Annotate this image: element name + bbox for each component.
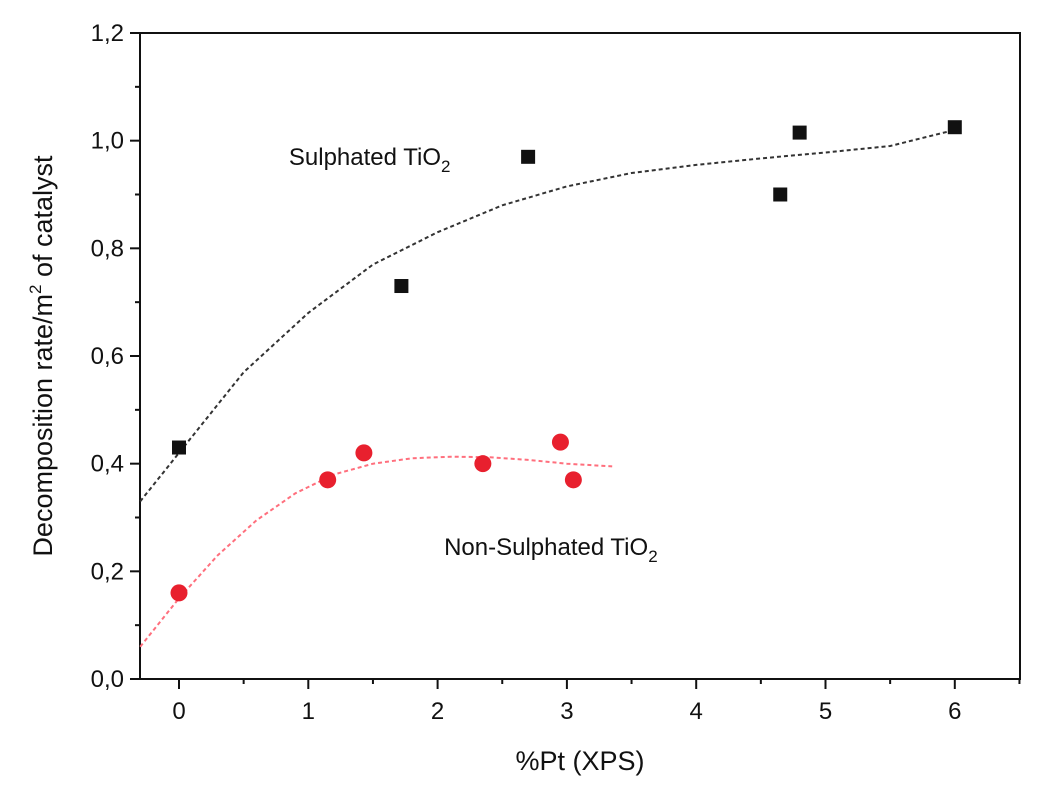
annotation-text: Non-Sulphated TiO bbox=[444, 534, 648, 561]
y-axis-title-main: Decomposition rate/m bbox=[28, 294, 58, 557]
circle-marker bbox=[564, 471, 582, 489]
y-tick-label: 0,6 bbox=[91, 343, 124, 370]
square-marker bbox=[792, 125, 807, 140]
annotation-text: Sulphated TiO bbox=[289, 144, 441, 171]
y-tick-label: 0,8 bbox=[91, 235, 124, 262]
circle-marker bbox=[319, 471, 337, 489]
square-marker bbox=[773, 187, 788, 202]
x-tick-label: 3 bbox=[560, 698, 573, 725]
y-tick-label: 1,0 bbox=[91, 128, 124, 155]
square-marker bbox=[394, 279, 409, 294]
y-axis-title-suffix: of catalyst bbox=[28, 155, 58, 285]
y-tick-label: 0,4 bbox=[91, 451, 124, 478]
y-axis-title: Decomposition rate/m2 of catalyst bbox=[26, 155, 58, 557]
circle-marker bbox=[170, 584, 188, 602]
y-tick-label: 1,2 bbox=[91, 20, 124, 47]
x-tick-label: 5 bbox=[819, 698, 832, 725]
y-axis-title-sup: 2 bbox=[26, 284, 45, 293]
fit-curve-2 bbox=[139, 455, 613, 648]
annotation-subscript: 2 bbox=[441, 157, 450, 176]
x-tick-label: 1 bbox=[302, 698, 315, 725]
x-axis-title: %Pt (XPS) bbox=[515, 746, 644, 776]
square-marker bbox=[172, 440, 186, 455]
fit-curve-1 bbox=[139, 128, 956, 503]
x-tick-label: 0 bbox=[172, 698, 185, 725]
circle-marker bbox=[551, 433, 569, 451]
x-tick-label: 2 bbox=[431, 698, 444, 725]
y-tick-label: 0,0 bbox=[91, 666, 124, 693]
circle-marker bbox=[474, 455, 492, 473]
series-annotation-2: Non-Sulphated TiO2 bbox=[444, 534, 658, 566]
circle-marker bbox=[355, 444, 373, 462]
square-marker bbox=[521, 149, 536, 164]
x-tick-label: 6 bbox=[948, 698, 961, 725]
x-tick-label: 4 bbox=[690, 698, 703, 725]
plot-frame bbox=[139, 32, 1021, 680]
annotation-subscript: 2 bbox=[648, 547, 657, 566]
series-annotation-1: Sulphated TiO2 bbox=[289, 144, 451, 176]
square-marker bbox=[947, 120, 962, 135]
y-tick-label: 0,2 bbox=[91, 558, 124, 585]
